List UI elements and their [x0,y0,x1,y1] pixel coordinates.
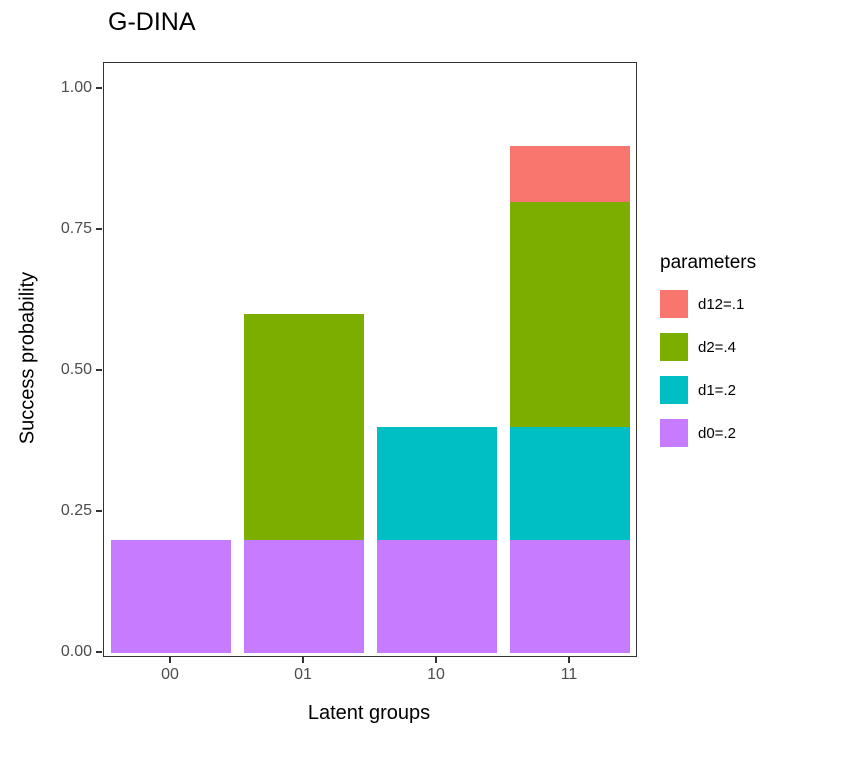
legend-swatch [660,376,688,404]
y-tick-mark [96,651,102,653]
legend-item: d1=.2 [660,376,756,404]
x-tick-mark [302,657,304,663]
legend-swatch [660,419,688,447]
x-tick-label: 11 [560,666,578,683]
chart-title: G-DINA [108,8,196,36]
bar-segment [111,540,231,653]
legend-swatch [660,333,688,361]
y-tick-label: 0.25 [60,502,92,519]
legend-swatch [660,290,688,318]
y-tick-label: 0.00 [60,643,92,660]
legend-item: d0=.2 [660,419,756,447]
bar-segment [377,427,497,541]
bar-segment [510,145,630,202]
y-tick-label: 0.50 [60,361,92,378]
legend-item-label: d2=.4 [698,338,736,356]
x-tick-mark [568,657,570,663]
bar-segment [510,201,630,428]
bar-segment [244,314,364,541]
legend: parameters d12=.1 d2=.4 d1=.2 d0=.2 [660,252,756,462]
x-tick-label: 00 [161,666,179,683]
y-tick-mark [96,228,102,230]
x-tick-mark [435,657,437,663]
y-tick-mark [96,369,102,371]
plot-panel [103,62,637,657]
bar-segment [510,427,630,541]
x-tick-mark [169,657,171,663]
x-tick-label: 01 [294,666,312,683]
legend-item-label: d1=.2 [698,381,736,399]
y-tick-label: 1.00 [60,79,92,96]
y-axis-title: Success probability [16,271,39,445]
legend-item-label: d0=.2 [698,424,736,442]
legend-item-label: d12=.1 [698,295,745,313]
legend-items: d12=.1 d2=.4 d1=.2 d0=.2 [660,290,756,447]
bar-segment [377,540,497,653]
y-tick-mark [96,510,102,512]
x-tick-label: 10 [427,666,445,683]
legend-item: d2=.4 [660,333,756,361]
y-tick-mark [96,87,102,89]
legend-item: d12=.1 [660,290,756,318]
legend-title: parameters [660,252,757,273]
bar-segment [510,540,630,653]
bar-segment [244,540,364,653]
x-axis-title: Latent groups [307,702,431,724]
y-tick-label: 0.75 [60,220,92,237]
